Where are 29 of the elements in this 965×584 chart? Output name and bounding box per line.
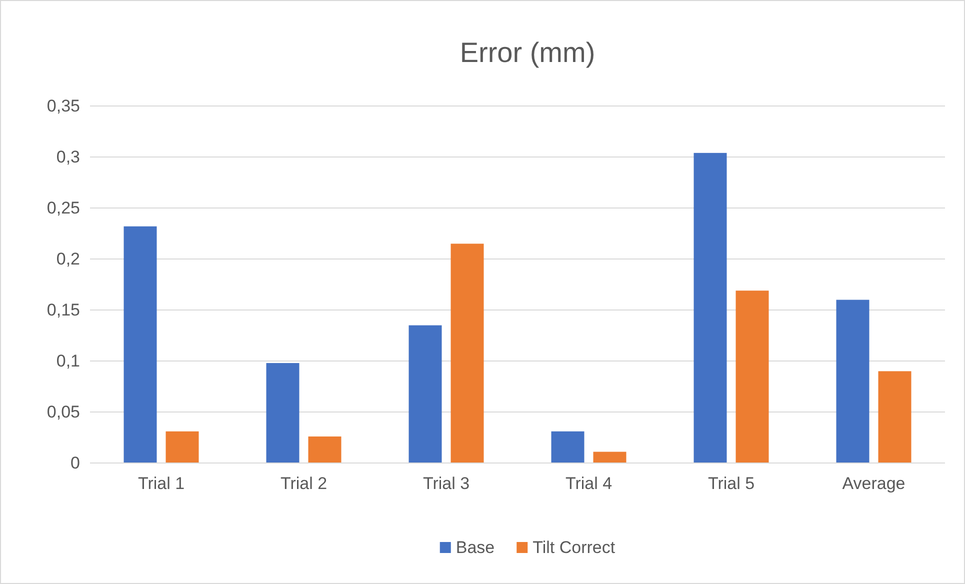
- x-tick-label: Trial 4: [565, 474, 612, 494]
- bar: [694, 152, 727, 463]
- y-tick-label: 0,1: [56, 351, 80, 370]
- legend-label: Base: [456, 538, 495, 557]
- x-tick-label: Trial 3: [422, 474, 470, 494]
- y-tick-label: 0,35: [46, 96, 80, 116]
- y-tick-label: 0,25: [46, 198, 80, 218]
- bar: [551, 431, 584, 463]
- bar: [836, 300, 870, 463]
- y-tick-label: 0,15: [46, 300, 80, 320]
- legend-label: Tilt Correct: [532, 538, 616, 557]
- x-tick-label: Trial 2: [280, 474, 328, 494]
- bar: [736, 290, 769, 463]
- y-tick-label: 0,3: [56, 147, 80, 166]
- bar: [166, 431, 199, 463]
- x-tick-label: Average: [842, 474, 906, 494]
- bar: [266, 363, 300, 463]
- bar: [124, 226, 157, 463]
- y-tick-label: 0: [70, 453, 80, 472]
- bar: [408, 325, 442, 463]
- y-tick-label: 0,05: [46, 402, 80, 422]
- bar: [878, 371, 912, 463]
- x-tick-label: Trial 1: [138, 474, 185, 494]
- y-tick-label: 0,2: [56, 249, 80, 268]
- bar: [450, 244, 484, 463]
- bar: [593, 452, 626, 463]
- chart-title: Error (mm): [460, 37, 596, 68]
- bar: [308, 436, 342, 463]
- x-tick-label: Trial 5: [708, 474, 755, 494]
